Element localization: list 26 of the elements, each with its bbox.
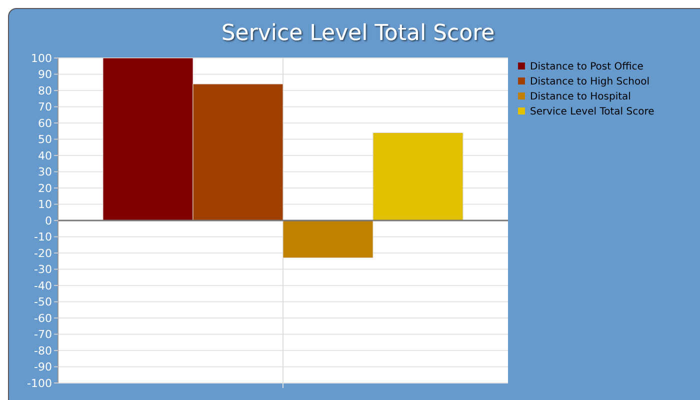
y-tick-label: 40 — [38, 149, 52, 162]
y-tick-label: 100 — [31, 52, 52, 65]
y-tick-label: 10 — [38, 198, 52, 212]
y-tick-label: -20 — [34, 246, 52, 260]
y-tick-label: -80 — [34, 344, 52, 358]
legend-label: Service Level Total Score — [530, 106, 654, 118]
y-tick-label: -70 — [34, 328, 52, 342]
y-tick-label: 90 — [38, 68, 52, 82]
y-tick-label: 20 — [38, 182, 52, 195]
chart-title: Service Level Total Score — [221, 21, 495, 46]
y-tick-label: -10 — [34, 230, 52, 244]
y-tick-label: -100 — [27, 376, 52, 390]
y-tick-label: 30 — [38, 166, 52, 179]
y-tick-label: -30 — [34, 263, 52, 276]
legend-label: Distance to Post Office — [530, 62, 644, 72]
y-tick-label: 60 — [38, 116, 52, 130]
y-tick-label: -50 — [34, 296, 52, 309]
legend-label: Distance to High School — [530, 76, 650, 88]
y-tick-label: 80 — [38, 84, 52, 98]
y-tick-label: -40 — [34, 279, 52, 292]
legend-label: Distance to Hospital — [530, 92, 631, 102]
y-tick-label: 0 — [45, 214, 52, 228]
y-tick-label: 70 — [38, 100, 52, 114]
y-tick-label: -90 — [34, 360, 52, 374]
y-tick-label: 50 — [38, 133, 52, 146]
y-tick-label: -60 — [34, 312, 52, 325]
